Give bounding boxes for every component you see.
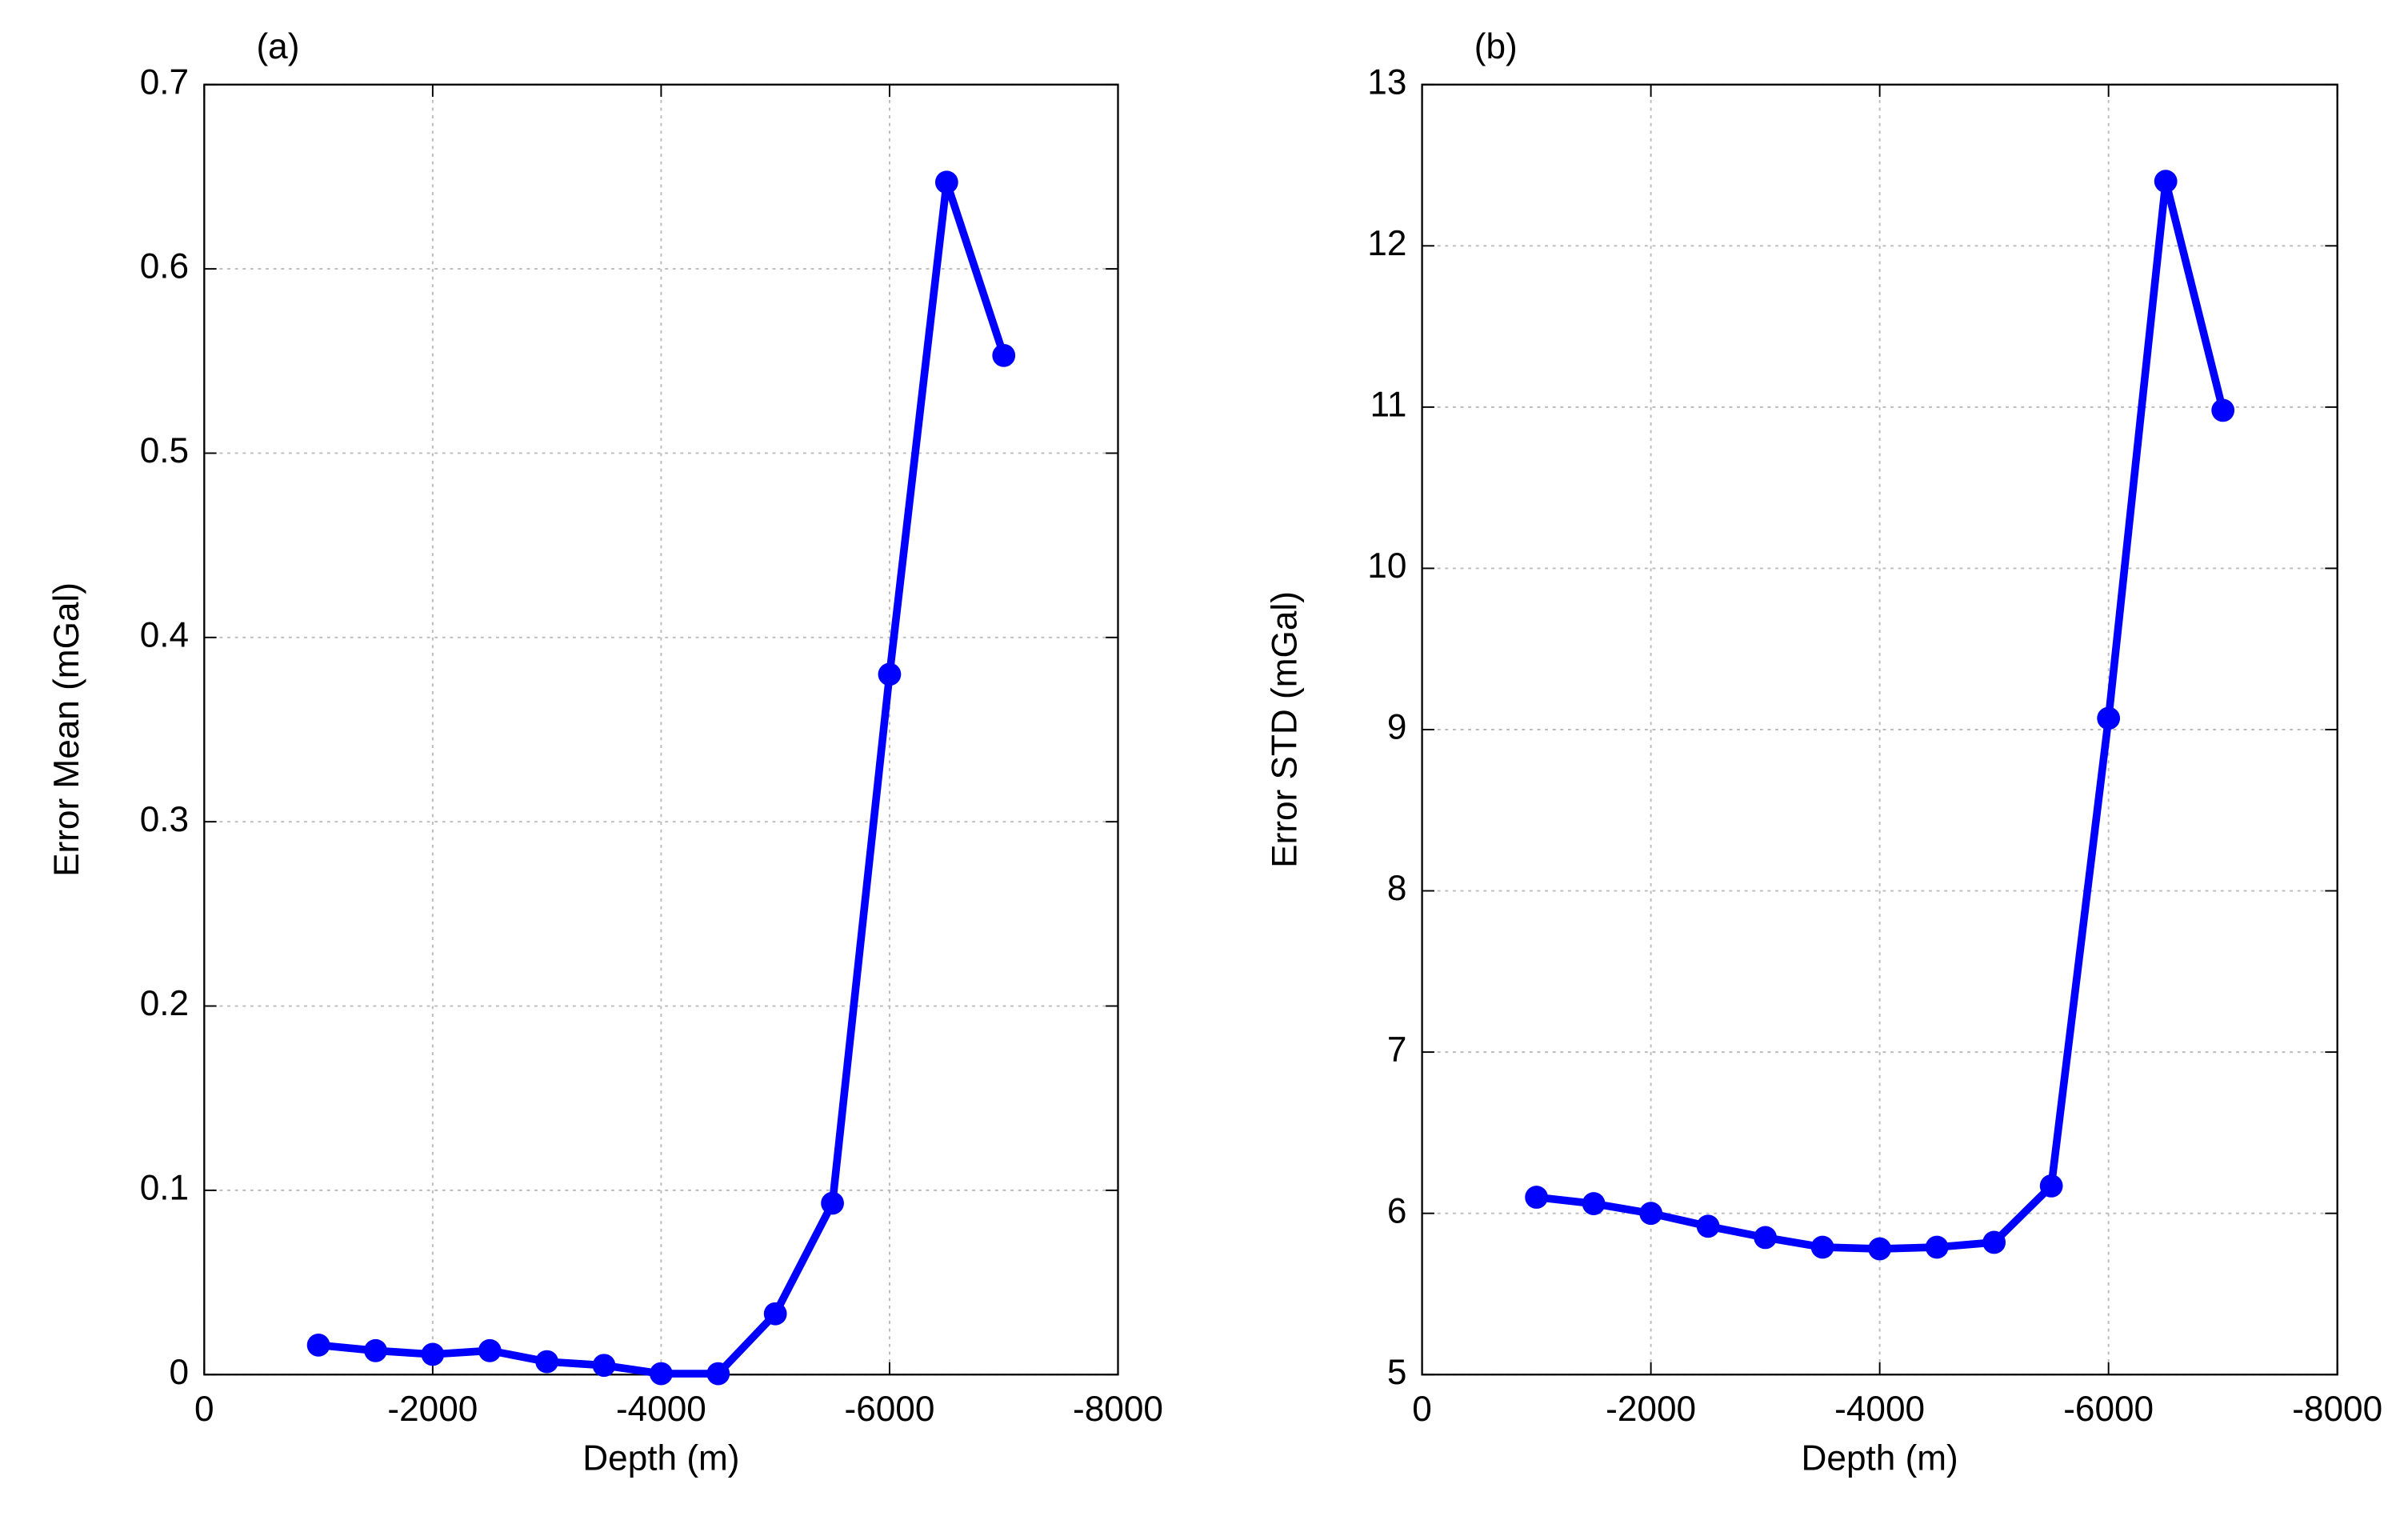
data-point xyxy=(592,1354,616,1378)
y-tick-label: 0.5 xyxy=(140,431,189,470)
data-point xyxy=(535,1350,559,1374)
data-point xyxy=(1525,1186,1548,1209)
y-tick-label: 0.6 xyxy=(140,247,189,286)
data-point xyxy=(306,1333,330,1357)
y-tick-label: 5 xyxy=(1387,1353,1407,1392)
data-point xyxy=(1810,1235,1834,1259)
y-axis-label: Error Mean (mGal) xyxy=(47,582,86,877)
plot-frame xyxy=(1421,83,2338,1376)
data-point xyxy=(706,1362,730,1386)
data-point xyxy=(934,170,958,194)
data-point xyxy=(2154,170,2178,194)
y-tick-label: 6 xyxy=(1387,1191,1407,1230)
data-point xyxy=(1582,1192,1606,1215)
y-tick-label: 11 xyxy=(1370,386,1407,425)
panel-label: (b) xyxy=(1474,27,1518,66)
y-tick-label: 0.2 xyxy=(140,984,189,1023)
x-tick-label: -8000 xyxy=(1073,1390,1163,1429)
x-axis-label: Depth (m) xyxy=(1802,1438,1958,1478)
x-tick-label: -2000 xyxy=(387,1390,478,1429)
y-tick-label: 0.1 xyxy=(140,1169,189,1208)
x-tick-label: -8000 xyxy=(2292,1390,2382,1429)
data-point xyxy=(650,1362,673,1386)
x-tick-label: -6000 xyxy=(2063,1390,2154,1429)
x-tick-label: -4000 xyxy=(1834,1390,1925,1429)
data-point xyxy=(364,1338,387,1362)
y-tick-label: 0.3 xyxy=(140,800,189,839)
y-tick-label: 10 xyxy=(1367,546,1406,586)
data-point xyxy=(1982,1230,2006,1254)
y-axis-label: Error STD (mGal) xyxy=(1265,591,1304,868)
y-tick-label: 0.7 xyxy=(140,62,189,102)
data-point xyxy=(992,343,1016,367)
x-tick-label: -4000 xyxy=(616,1390,706,1429)
y-tick-label: 8 xyxy=(1387,869,1407,908)
x-tick-label: 0 xyxy=(194,1390,214,1429)
data-point xyxy=(2039,1174,2063,1198)
y-tick-label: 0 xyxy=(170,1353,190,1392)
y-tick-label: 13 xyxy=(1367,62,1406,102)
data-point xyxy=(1925,1235,1949,1259)
data-point xyxy=(1639,1202,1663,1226)
x-tick-label: -2000 xyxy=(1606,1390,1696,1429)
y-tick-label: 9 xyxy=(1387,708,1407,747)
data-point xyxy=(2211,398,2235,422)
y-tick-label: 12 xyxy=(1367,224,1406,263)
data-point xyxy=(2097,706,2121,730)
data-point xyxy=(1754,1226,1778,1250)
y-tick-label: 7 xyxy=(1387,1030,1407,1070)
data-point xyxy=(478,1338,502,1362)
data-point xyxy=(421,1342,445,1366)
data-point xyxy=(1868,1237,1892,1261)
y-tick-label: 0.4 xyxy=(140,615,189,654)
x-tick-label: -6000 xyxy=(845,1390,935,1429)
data-point xyxy=(763,1302,787,1326)
data-point xyxy=(878,662,902,686)
panel-label: (a) xyxy=(256,27,299,66)
data-point xyxy=(1696,1214,1720,1238)
x-tick-label: 0 xyxy=(1412,1390,1432,1429)
x-axis-label: Depth (m) xyxy=(582,1438,739,1478)
data-point xyxy=(821,1191,844,1215)
